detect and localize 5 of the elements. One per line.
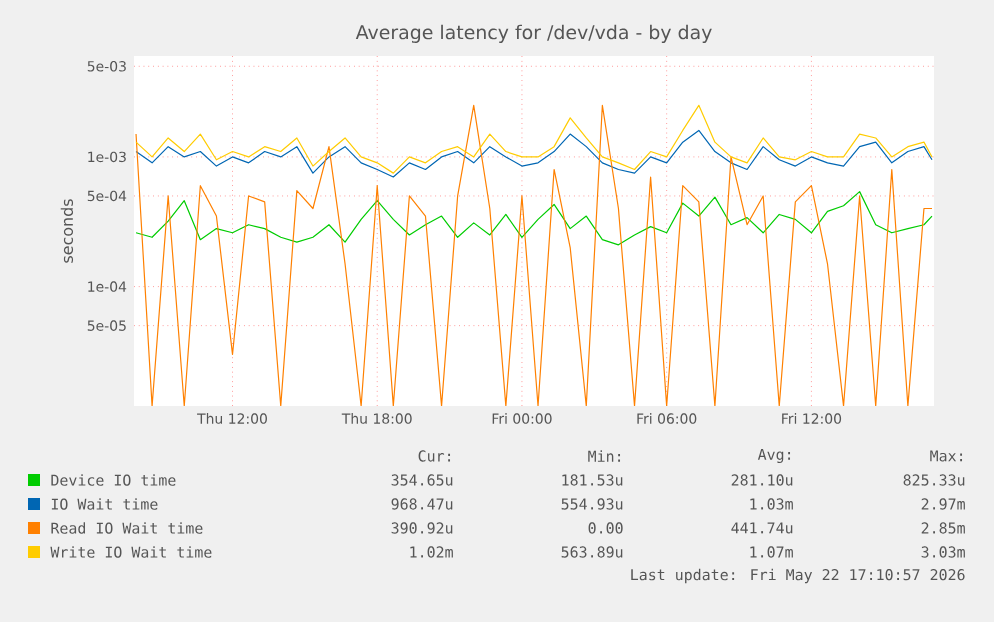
line-series	[135, 104, 933, 407]
line-series	[135, 104, 933, 174]
line-series	[135, 129, 933, 178]
line-series	[135, 191, 933, 246]
chart-title: Average latency for /dev/vda - by day	[355, 24, 712, 44]
